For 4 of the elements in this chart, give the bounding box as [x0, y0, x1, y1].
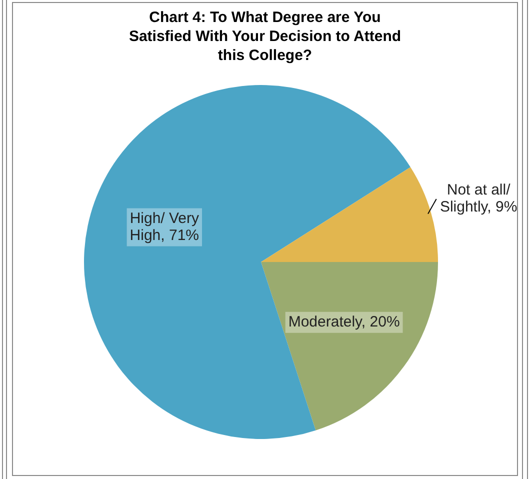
slice-label: Not at all/ Slightly, 9% — [440, 181, 518, 216]
slice-label: Moderately, 20% — [288, 313, 400, 330]
slice-label: High/ Very High, 71% — [130, 210, 200, 244]
chart-title: Chart 4: To What Degree are You Satisfied With Your Decision to Attend this College? — [128, 8, 402, 65]
